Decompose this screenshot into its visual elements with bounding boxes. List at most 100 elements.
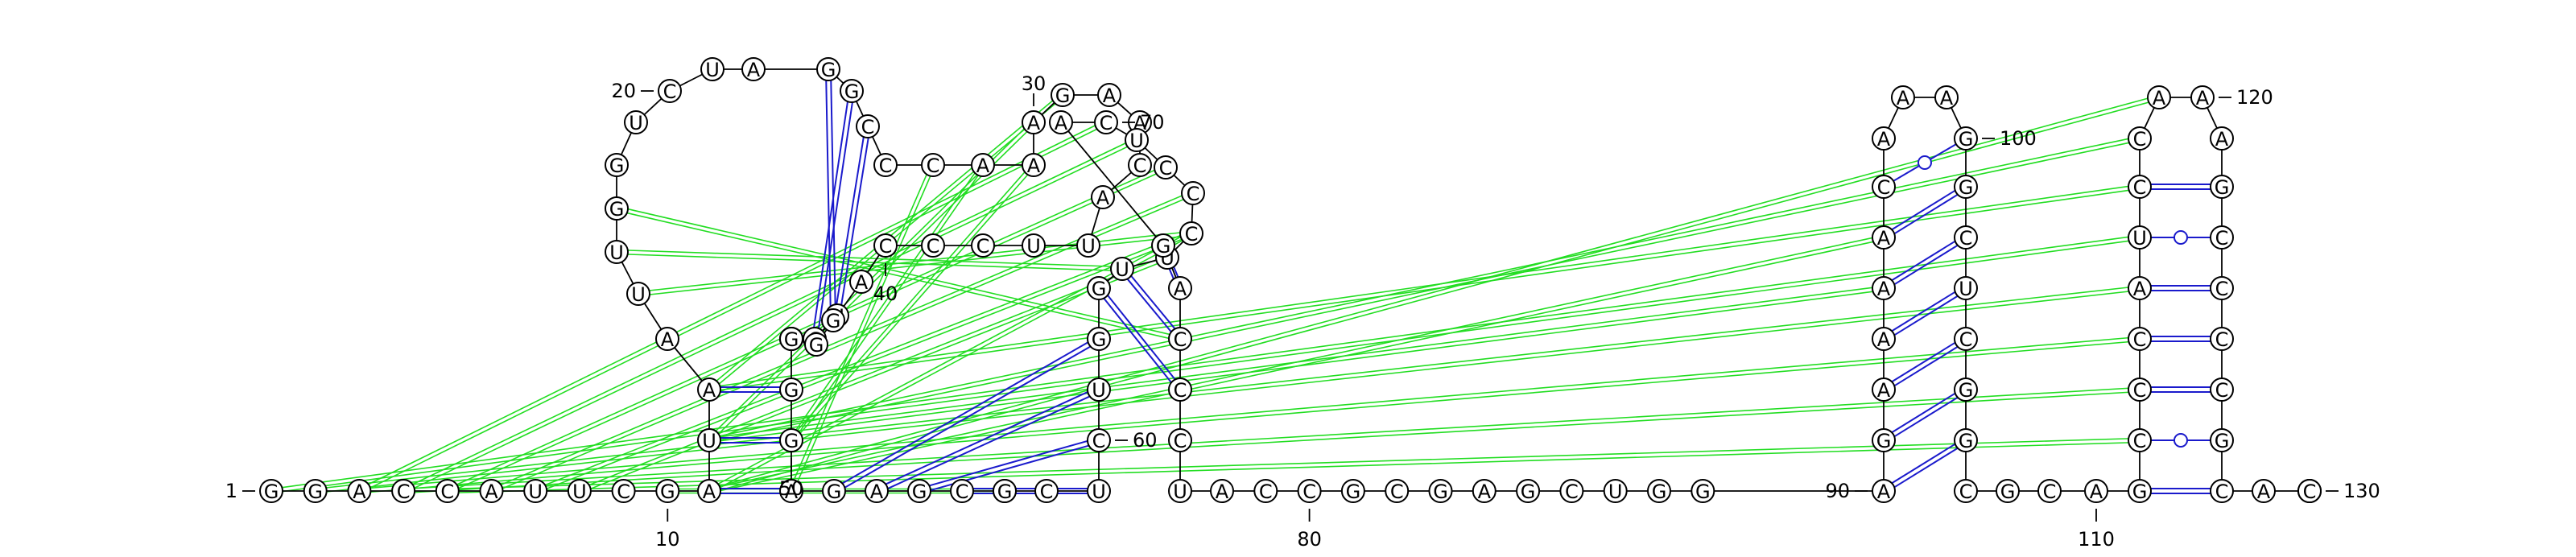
- nucleotide-letter: G: [1695, 481, 1711, 503]
- nucleotide-letter: A: [1877, 328, 1891, 351]
- nucleotide-79: C: [1253, 479, 1278, 503]
- nucleotide-circle: [1022, 233, 1046, 258]
- nucleotide-circle: [907, 479, 931, 503]
- nucleotide-letter: A: [1027, 112, 1041, 134]
- nucleotide-letter: C: [617, 481, 630, 503]
- nucleotide-98: A: [1891, 85, 1915, 109]
- noncanonical-link: [617, 205, 1181, 338]
- nucleotide-letter: A: [2257, 481, 2271, 503]
- nucleotide-82: C: [1385, 479, 1410, 503]
- nucleotide-circle: [1087, 428, 1111, 452]
- nucleotide-64: U: [1110, 257, 1134, 281]
- nucleotide-115: A: [2128, 276, 2152, 300]
- nucleotide-circle: [1872, 378, 1896, 402]
- nucleotide-27: C: [921, 153, 945, 177]
- nucleotide-52: G: [822, 479, 846, 503]
- nucleotide-letter: G: [1876, 430, 1892, 452]
- nucleotide-6: A: [479, 479, 504, 503]
- nucleotide-circle: [1087, 327, 1111, 351]
- numbering-label: 90: [1825, 480, 1850, 502]
- nucleotide-letter: C: [1174, 328, 1187, 351]
- nucleotide-75: C: [1168, 378, 1192, 402]
- nucleotide-letter: A: [1897, 87, 1910, 109]
- nucleotide-132: C: [2297, 479, 2322, 503]
- nucleotide-letter: U: [1959, 278, 1973, 300]
- noncanonical-link: [709, 139, 2140, 444]
- nucleotide-21: U: [700, 57, 724, 81]
- nucleotide-circle: [1022, 153, 1046, 177]
- nucleotide-letter: C: [879, 235, 893, 258]
- nucleotide-circle: [2210, 175, 2234, 199]
- nucleotide-74: C: [1168, 327, 1192, 351]
- noncanonical-link: [792, 165, 985, 442]
- nucleotide-circle: [849, 270, 873, 294]
- nucleotide-37: U: [1022, 233, 1046, 258]
- nucleotide-109: C: [2037, 479, 2062, 503]
- nucleotide-circle: [626, 282, 650, 306]
- nucleotide-88: G: [1647, 479, 1671, 503]
- nucleotide-letter: C: [2043, 481, 2057, 503]
- nucleotide-16: U: [605, 240, 629, 264]
- nucleotide-11: A: [697, 479, 721, 503]
- nucleotide-116: U: [2128, 225, 2152, 250]
- nucleotide-letter: G: [826, 310, 841, 332]
- canonical-pair-line: [1107, 295, 1176, 380]
- nucleotide-letter: G: [609, 198, 625, 221]
- nucleotide-circle: [1428, 479, 1453, 503]
- nucleotide-letter: G: [264, 481, 279, 503]
- canonical-pair-line: [825, 80, 832, 310]
- nucleotide-letter: G: [827, 481, 842, 503]
- nucleotide-61: U: [1087, 378, 1111, 402]
- nucleotide-circle: [2297, 479, 2322, 503]
- nucleotide-83: G: [1428, 479, 1453, 503]
- nucleotide-letter: G: [784, 379, 799, 402]
- noncanonical-link: [403, 390, 2140, 494]
- nucleotide-letter: A: [855, 271, 869, 294]
- nucleotide-69: U: [1125, 128, 1149, 152]
- nucleotide-circle: [1872, 126, 1896, 151]
- nucleotide-45: G: [804, 332, 828, 357]
- nucleotide-letter: C: [927, 235, 940, 258]
- noncanonical-link: [789, 163, 982, 440]
- noncanonical-link: [708, 135, 2140, 439]
- nucleotide-54: G: [907, 479, 931, 503]
- nucleotide-letter: A: [2133, 278, 2147, 300]
- nucleotide-1: G: [259, 479, 283, 503]
- nucleotide-letter: U: [631, 283, 646, 306]
- nucleotide-23: G: [816, 57, 840, 81]
- nucleotide-77: U: [1168, 479, 1192, 503]
- canonical-pair-line: [1891, 291, 1956, 332]
- nucleotide-letter: C: [2215, 481, 2229, 503]
- nucleotide-circle: [1087, 378, 1111, 402]
- nucleotide-circle: [921, 153, 945, 177]
- nucleotide-letter: A: [485, 481, 498, 503]
- nucleotide-circle: [856, 114, 880, 138]
- nucleotide-letter: C: [861, 116, 875, 138]
- nucleotide-letter: C: [2303, 481, 2317, 503]
- noncanonical-link: [789, 163, 1033, 439]
- nucleotide-circle: [971, 233, 995, 258]
- nucleotide-circle: [1128, 153, 1152, 177]
- canonical-pair-line: [1891, 189, 1956, 230]
- nucleotide-circle: [2147, 85, 2171, 109]
- nucleotide-39: C: [921, 233, 945, 258]
- nucleotide-letter: A: [353, 481, 366, 503]
- nucleotide-118: C: [2128, 126, 2152, 151]
- nucleotide-circle: [1151, 233, 1175, 258]
- nucleotide-letter: G: [2215, 176, 2230, 199]
- wobble-pair-marker: [2174, 230, 2188, 245]
- nucleotide-51: A: [779, 479, 803, 503]
- nucleotide-129: A: [2252, 479, 2276, 503]
- nucleotide-circle: [741, 57, 766, 81]
- nucleotide-circle: [611, 479, 636, 503]
- nucleotide-110: A: [2084, 479, 2108, 503]
- nucleotide-circle: [259, 479, 283, 503]
- nucleotide-circle: [2210, 378, 2234, 402]
- numbering-label: 80: [1297, 528, 1322, 551]
- nucleotide-letter: G: [1959, 379, 1974, 402]
- nucleotide-circle: [1996, 479, 2020, 503]
- nucleotide-circle: [1034, 479, 1059, 503]
- nucleotide-circle: [2128, 378, 2152, 402]
